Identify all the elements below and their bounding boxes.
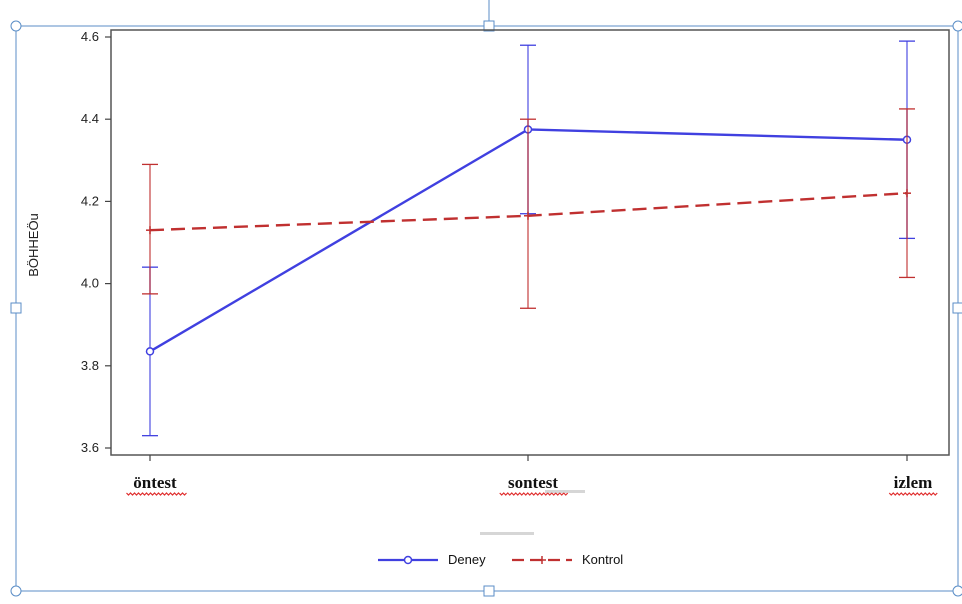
resize-handle-bottom[interactable] [483,585,495,597]
resize-handle-bottom-right[interactable] [952,585,962,597]
resize-handle-bottom-left[interactable] [10,585,22,597]
spellcheck-underline [126,492,187,496]
resize-handle-left[interactable] [10,302,22,314]
resize-handle-top-right[interactable] [952,20,962,32]
spellcheck-underline [499,492,569,496]
series-kontrol [142,108,915,309]
data-point [524,211,532,220]
x-tick-label: izlem [894,473,933,492]
y-axis-label: BÖHHEÖu [26,213,41,277]
x-tick-label: sontest [508,473,558,492]
y-tick-label: 4.6 [81,29,99,44]
sontest-smudge [545,490,585,493]
resize-handle-top-left[interactable] [10,20,22,32]
y-tick-label: 4.4 [81,111,99,126]
y-tick-label: 3.8 [81,358,99,373]
selection-border [15,25,959,592]
data-point [145,347,155,356]
y-tick-label: 4.2 [81,193,99,208]
x-axis: öntest sontest izlem [126,455,938,496]
legend: Deney Kontrol [378,552,623,567]
plot-frame [110,29,950,456]
spellcheck-underline [888,492,938,496]
legend-label: Kontrol [582,552,623,567]
resize-handle-top[interactable] [483,20,495,32]
data-point [146,226,154,235]
x-tick-label: öntest [133,473,177,492]
y-axis: 3.6 3.8 4.0 4.2 4.4 4.6 [81,29,111,455]
resize-handle-right[interactable] [952,302,962,314]
data-point [903,189,911,198]
x-axis-label-smudge [480,532,534,535]
series-layer [142,40,915,437]
selection-frame[interactable] [10,0,962,597]
y-tick-label: 3.6 [81,440,99,455]
legend-item-deney: Deney [378,552,486,567]
legend-item-kontrol: Kontrol [512,552,623,567]
legend-label: Deney [448,552,486,567]
y-tick-label: 4.0 [81,276,99,291]
